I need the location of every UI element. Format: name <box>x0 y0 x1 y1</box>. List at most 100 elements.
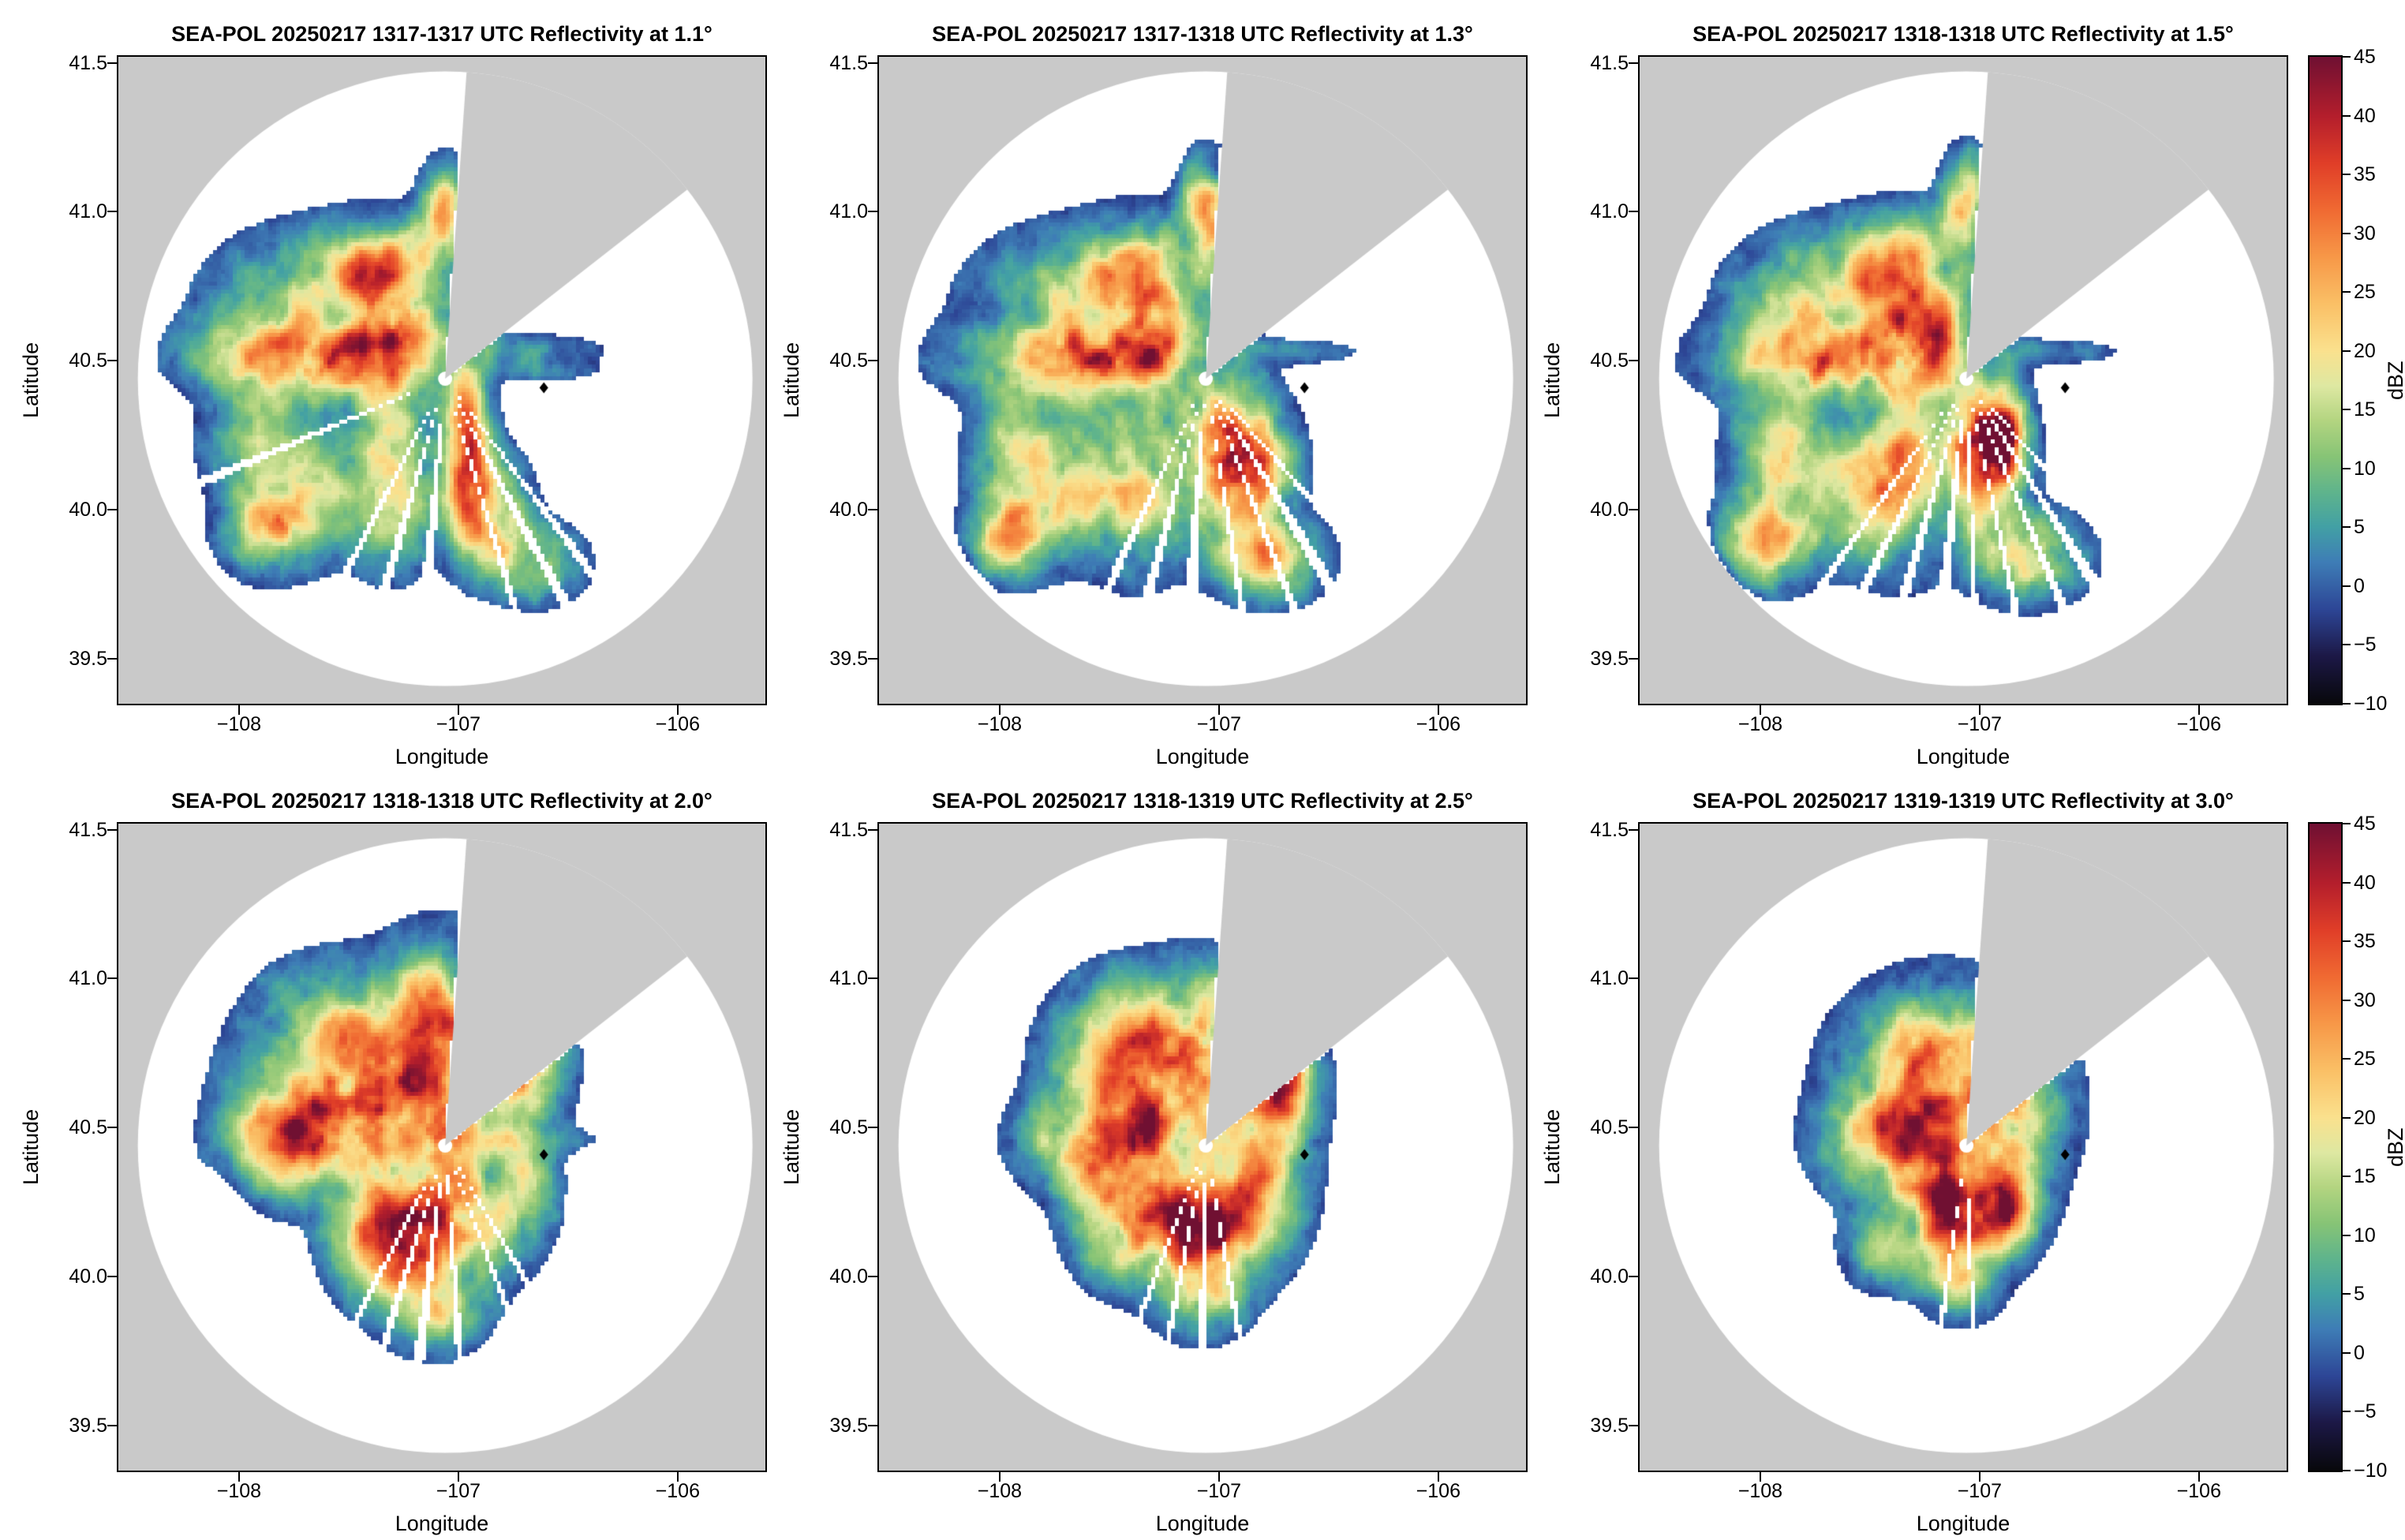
y-tick-label: 40.0 <box>1590 1265 1629 1288</box>
x-tick-mark <box>1217 705 1220 715</box>
x-tick-mark <box>998 705 1001 715</box>
y-tick-label: 41.5 <box>829 818 868 841</box>
colorbar-tick-mark <box>2343 291 2351 293</box>
colorbar-tick-label: −5 <box>2354 1400 2377 1423</box>
y-tick-label: 39.5 <box>69 648 107 671</box>
x-tick-mark <box>1978 1472 1980 1482</box>
x-tick-mark <box>1437 1472 1439 1482</box>
x-tick-label: −107 <box>1957 713 2002 735</box>
y-tick-mark <box>1629 1127 1638 1129</box>
colorbar-tick-label: 10 <box>2354 457 2376 480</box>
colorbar-axis-label: dBZ <box>2384 361 2405 400</box>
colorbar-tick-mark <box>2343 1470 2351 1471</box>
colorbar-tick-mark <box>2343 940 2351 943</box>
y-tick-label: 40.0 <box>829 1265 868 1288</box>
colorbar-tick-label: 5 <box>2354 1283 2365 1306</box>
radar-panel: SEA-POL 20250217 1318-1319 UTC Reflectiv… <box>775 772 1529 1538</box>
x-tick-label: −106 <box>1416 713 1461 735</box>
y-tick-mark <box>107 360 117 362</box>
y-tick-label: 40.0 <box>69 1265 107 1288</box>
colorbar-tick-mark <box>2343 409 2351 411</box>
colorbar-tick-mark <box>2343 1411 2351 1413</box>
x-tick-mark <box>676 705 679 715</box>
y-axis-label: Latitude <box>19 1108 43 1186</box>
y-tick-label: 41.0 <box>1590 200 1629 223</box>
y-tick-label: 39.5 <box>1590 1415 1629 1437</box>
colorbar-tick-label: 10 <box>2354 1224 2376 1247</box>
colorbar-tick-label: 25 <box>2354 281 2376 304</box>
y-tick-label: 40.5 <box>829 349 868 372</box>
colorbar-tick-label: 15 <box>2354 398 2376 421</box>
x-tick-label: −107 <box>436 713 481 735</box>
y-tick-label: 41.5 <box>69 818 107 841</box>
colorbar-tick-mark <box>2343 174 2351 176</box>
radar-panel: SEA-POL 20250217 1318-1318 UTC Reflectiv… <box>1535 5 2290 772</box>
plot-area <box>117 822 767 1472</box>
y-tick-mark <box>868 977 877 980</box>
x-tick-label: −108 <box>977 1480 1023 1502</box>
y-tick-label: 41.0 <box>1590 967 1629 990</box>
colorbar-tick-label: 5 <box>2354 516 2365 539</box>
y-tick-label: 40.0 <box>829 499 868 521</box>
figure-row-2: SEA-POL 20250217 1318-1318 UTC Reflectiv… <box>0 772 2405 1538</box>
y-tick-mark <box>868 658 877 660</box>
y-tick-mark <box>1629 658 1638 660</box>
y-tick-label: 41.5 <box>829 51 868 74</box>
colorbar-tick-label: 35 <box>2354 930 2376 953</box>
colorbar-tick-label: 20 <box>2354 339 2376 362</box>
y-tick-mark <box>868 1425 877 1427</box>
colorbar-tick-mark <box>2343 585 2351 587</box>
x-tick-mark <box>238 705 240 715</box>
x-tick-label: −106 <box>2176 1480 2221 1502</box>
y-tick-label: 39.5 <box>1590 648 1629 671</box>
y-tick-label: 41.0 <box>69 967 107 990</box>
colorbar-tick-label: 45 <box>2354 813 2376 835</box>
x-tick-label: −106 <box>655 1480 700 1502</box>
y-tick-label: 40.5 <box>1590 349 1629 372</box>
colorbar-gradient <box>2310 57 2341 704</box>
colorbar-tick-label: 25 <box>2354 1048 2376 1071</box>
x-tick-label: −107 <box>436 1480 481 1502</box>
radar-ppi-canvas <box>879 824 1526 1471</box>
y-tick-mark <box>1629 1425 1638 1427</box>
colorbar-tick-label: 15 <box>2354 1165 2376 1188</box>
y-tick-label: 40.5 <box>829 1116 868 1139</box>
radar-ppi-canvas <box>118 824 765 1471</box>
x-tick-label: −108 <box>216 713 262 735</box>
colorbar-tick-mark <box>2343 349 2351 352</box>
plot-area <box>1638 55 2288 705</box>
colorbar-tick-label: 40 <box>2354 871 2376 894</box>
y-tick-mark <box>868 509 877 511</box>
colorbar-frame <box>2308 822 2343 1472</box>
colorbar-tick-label: 30 <box>2354 989 2376 1011</box>
x-tick-mark <box>1978 705 1980 715</box>
y-tick-label: 39.5 <box>829 1415 868 1437</box>
colorbar-tick-mark <box>2343 467 2351 469</box>
colorbar-tick-label: 45 <box>2354 46 2376 68</box>
y-tick-mark <box>107 1425 117 1427</box>
panel-title: SEA-POL 20250217 1319-1319 UTC Reflectiv… <box>1692 789 2234 813</box>
y-tick-mark <box>868 62 877 64</box>
x-axis-label: Longitude <box>1916 1512 2010 1535</box>
y-axis-label: Latitude <box>19 342 43 419</box>
colorbar-tick-label: 35 <box>2354 163 2376 186</box>
y-tick-mark <box>1629 977 1638 980</box>
plot-area <box>877 822 1528 1472</box>
plot-area <box>877 55 1528 705</box>
radar-panel: SEA-POL 20250217 1319-1319 UTC Reflectiv… <box>1535 772 2290 1538</box>
y-tick-mark <box>107 828 117 831</box>
colorbar-tick-mark <box>2343 114 2351 117</box>
x-tick-mark <box>1759 1472 1761 1482</box>
x-tick-mark <box>1759 705 1761 715</box>
colorbar-tick-mark <box>2343 881 2351 884</box>
colorbar-tick-label: 30 <box>2354 222 2376 245</box>
radar-ppi-canvas <box>118 57 765 704</box>
colorbar-tick-label: −10 <box>2354 1460 2388 1482</box>
x-tick-mark <box>2197 1472 2200 1482</box>
y-tick-label: 41.5 <box>1590 51 1629 74</box>
colorbar-tick-label: 40 <box>2354 104 2376 127</box>
colorbar-tick-mark <box>2343 1058 2351 1060</box>
y-tick-mark <box>107 509 117 511</box>
figure-row-1: SEA-POL 20250217 1317-1317 UTC Reflectiv… <box>0 5 2405 772</box>
